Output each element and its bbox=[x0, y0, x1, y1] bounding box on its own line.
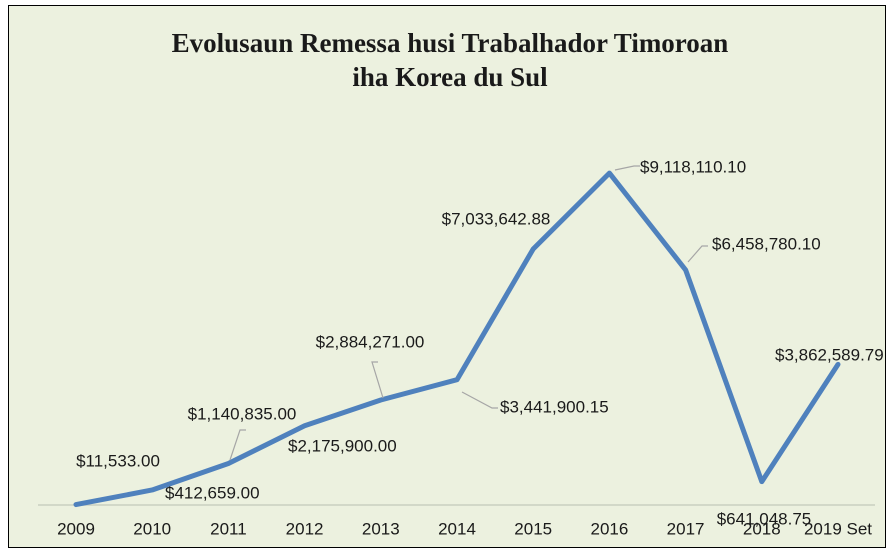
x-tick-label: 2015 bbox=[514, 519, 552, 538]
data-label: $7,033,642.88 bbox=[442, 209, 551, 228]
data-label: $3,441,900.15 bbox=[500, 397, 609, 416]
x-tick-label: 2019 Set bbox=[804, 519, 872, 538]
x-tick-label: 2014 bbox=[438, 519, 476, 538]
plot: 2009 2010 2011 2012 2013 2014 2015 2016 2017 2018… bbox=[57, 157, 884, 538]
x-tick-label: 2018 bbox=[743, 519, 781, 538]
x-tick-label: 2016 bbox=[590, 519, 628, 538]
data-label: $9,118,110.10 bbox=[640, 157, 746, 176]
leader-line bbox=[229, 429, 246, 461]
line bbox=[73, 170, 841, 508]
leader-line bbox=[461, 391, 498, 409]
x-tick-label: 2011 bbox=[210, 519, 247, 538]
x-tick-label: 2012 bbox=[286, 519, 324, 538]
leader-line bbox=[614, 165, 640, 171]
data-label: $2,175,900.00 bbox=[288, 436, 397, 455]
x-tick-label: 2009 bbox=[57, 519, 95, 538]
x-tick-label: 2013 bbox=[362, 519, 400, 538]
data-label: $412,659.00 bbox=[165, 483, 260, 502]
data-label: $3,862,589.79 bbox=[775, 345, 884, 364]
chart-title: iha Korea du Sul bbox=[352, 62, 548, 92]
x-tick-label: 2017 bbox=[667, 519, 705, 538]
chart-title: Evolusaun Remessa husi Trabalhador Timor… bbox=[172, 28, 729, 58]
chart-frame bbox=[8, 5, 886, 548]
data-label: $6,458,780.10 bbox=[712, 234, 821, 253]
data-label: $11,533.00 bbox=[76, 451, 160, 470]
data-label: $2,884,271.00 bbox=[316, 332, 425, 351]
data-label: $641,048.75 bbox=[717, 509, 812, 528]
data-label: $1,140,835.00 bbox=[188, 404, 297, 423]
leader-line bbox=[687, 245, 708, 263]
x-tick-label: 2010 bbox=[133, 519, 171, 538]
leader-line bbox=[371, 361, 384, 399]
